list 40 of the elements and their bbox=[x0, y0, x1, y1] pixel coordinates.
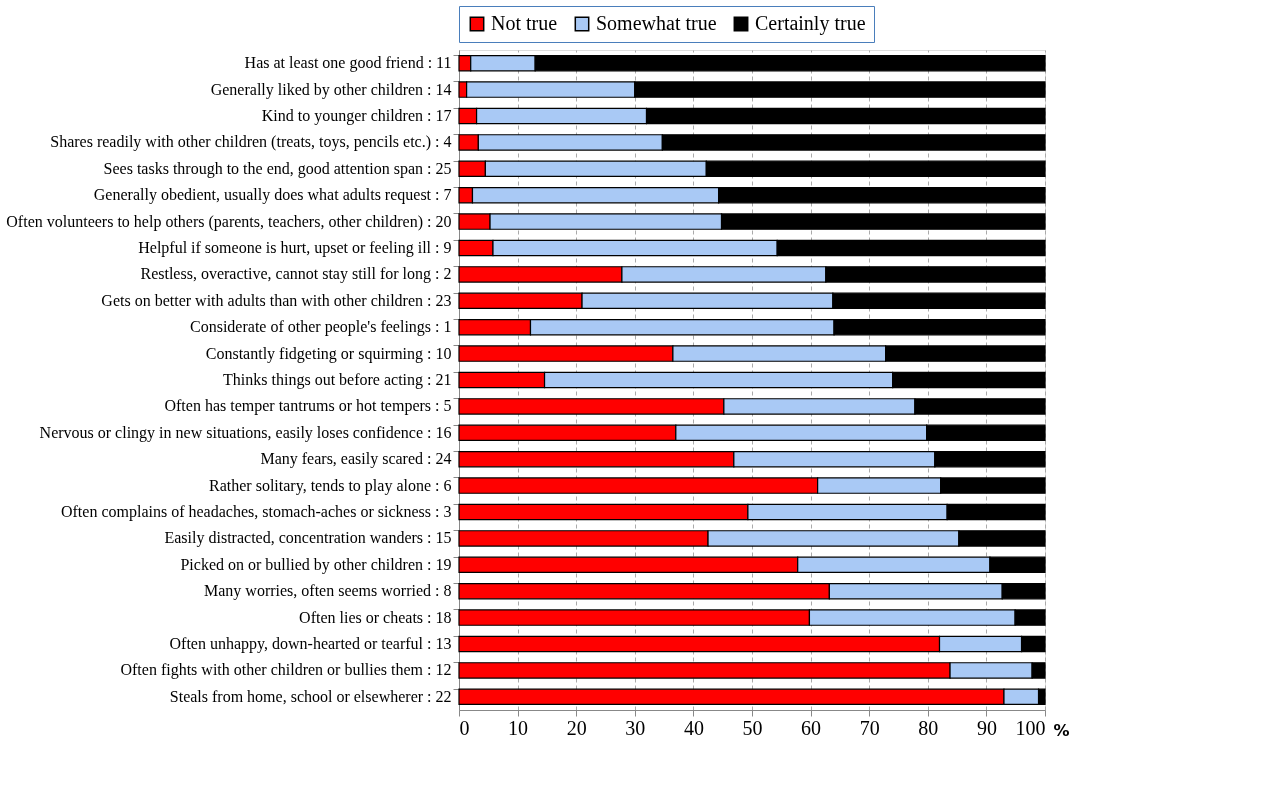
x-tick-label: 80 bbox=[918, 716, 939, 739]
x-tick-label: 50 bbox=[742, 716, 763, 739]
y-tick-label: Helpful if someone is hurt, upset or feeling ill : 9 bbox=[138, 239, 452, 257]
x-tick-label: 20 bbox=[566, 716, 587, 739]
y-tick-label: Constantly fidgeting or squirming : 10 bbox=[205, 344, 452, 363]
x-tick-label: 70 bbox=[859, 716, 880, 739]
x-tick-label: 60 bbox=[801, 716, 822, 739]
y-tick-label: Steals from home, school or elsewherer : 22 bbox=[169, 687, 452, 705]
legend-label: Not true bbox=[491, 12, 558, 34]
y-tick-label: Has at least one good friend : 11 bbox=[244, 54, 452, 73]
x-tick-label: 30 bbox=[625, 716, 646, 739]
y-tick-label: Often has temper tantrums or hot tempers : 5 bbox=[164, 397, 452, 416]
y-tick-label: Nervous or clingy in new situations, easily loses confidence : 16 bbox=[39, 423, 452, 442]
x-tick-label: 100 bbox=[1015, 716, 1046, 739]
y-tick-label: Thinks things out before acting : 21 bbox=[223, 371, 452, 389]
y-tick-label: Rather solitary, tends to play alone : 6 bbox=[209, 476, 452, 495]
y-tick-label: Easily distracted, concentration wanders : 15 bbox=[164, 529, 452, 548]
y-tick-label: Often volunteers to help others (parents, teachers, other children) : 20 bbox=[6, 212, 452, 231]
x-tick-label: 90 bbox=[976, 716, 997, 739]
y-tick-label: Gets on better with adults than with other children : 23 bbox=[101, 291, 452, 309]
y-tick-label: Many worries, often seems worried : 8 bbox=[204, 582, 452, 601]
legend-label: Somewhat true bbox=[596, 12, 717, 34]
y-tick-label: Picked on or bullied by other children : 19 bbox=[180, 555, 452, 574]
x-tick-label: 0 bbox=[459, 716, 470, 739]
y-tick-label: Generally liked by other children : 14 bbox=[210, 80, 452, 99]
y-tick-label: Often lies or cheats : 18 bbox=[299, 608, 452, 626]
y-tick-label: Often unhappy, down-hearted or tearful : 13 bbox=[169, 635, 452, 653]
y-tick-label: Considerate of other people's feelings : 1 bbox=[190, 318, 452, 337]
y-tick-label: Sees tasks through to the end, good attention span : 25 bbox=[103, 159, 452, 178]
y-tick-label: Often complains of headaches, stomach-aches or sickness : 3 bbox=[60, 503, 452, 521]
x-tick-label: 40 bbox=[683, 716, 704, 739]
y-tick-label: Generally obedient, usually does what adults request : 7 bbox=[93, 186, 452, 205]
y-tick-label: Restless, overactive, cannot stay still for long : 2 bbox=[140, 265, 452, 284]
x-axis-title: % bbox=[1053, 720, 1070, 740]
y-tick-label: Shares readily with other children (treats, toys, pencils etc.) : 4 bbox=[50, 133, 452, 152]
y-tick-label: Many fears, easily scared : 24 bbox=[260, 450, 452, 469]
legend-label: Certainly true bbox=[755, 12, 866, 35]
x-tick-label: 10 bbox=[508, 716, 529, 739]
y-tick-label: Often fights with other children or bullies them : 12 bbox=[120, 661, 452, 680]
y-tick-label: Kind to younger children : 17 bbox=[261, 107, 452, 125]
